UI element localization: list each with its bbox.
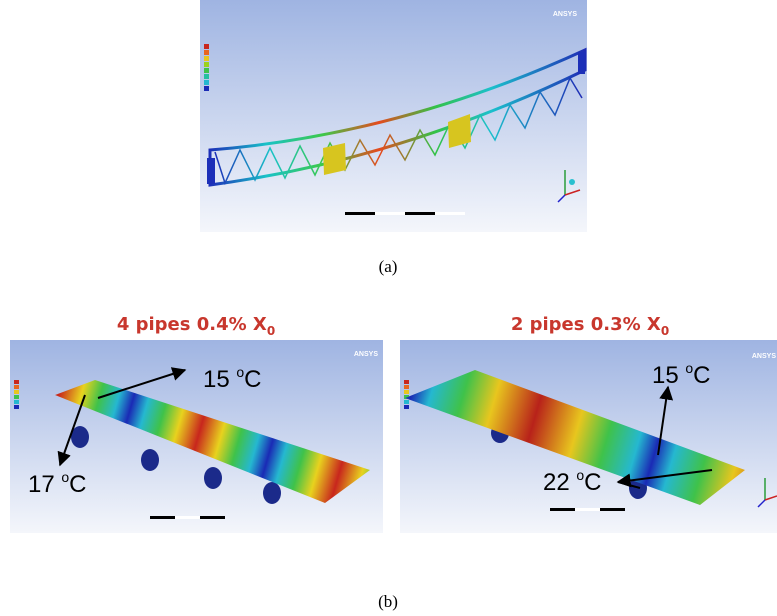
text-part: C	[69, 471, 86, 498]
figure: ANSYS (a) 4 pipes 0.4% X0 ANSYS	[0, 0, 777, 616]
text-part: 17	[28, 471, 61, 498]
temperature-label: 22 oC	[543, 467, 602, 496]
text-part: o	[236, 364, 244, 380]
support	[207, 158, 215, 184]
scale-bar	[175, 516, 200, 519]
title-text: 2 pipes 0.3% X	[511, 314, 661, 335]
panel-title: 2 pipes 0.3% X0	[511, 314, 669, 338]
logo: ANSYS	[553, 11, 577, 18]
support	[578, 52, 585, 74]
text-part: C	[584, 469, 601, 496]
title-text: 4 pipes 0.4% X	[117, 314, 267, 335]
text-part: C	[244, 366, 261, 393]
panel-b-left: ANSYS 15 oC 17 oC	[10, 340, 383, 533]
logo: ANSYS	[354, 351, 378, 358]
text-part: 15	[652, 362, 685, 389]
caption: (b)	[378, 592, 398, 611]
text-part: o	[685, 360, 693, 376]
scale-bar	[345, 212, 465, 215]
text-part: C	[693, 362, 710, 389]
title-sub: 0	[267, 324, 275, 338]
title-sub: 0	[661, 324, 669, 338]
panel-b-right: ANSYS 15 oC 22 oC	[400, 340, 777, 533]
scale-bar	[150, 516, 175, 519]
scale-bar	[550, 508, 575, 511]
text-part: o	[576, 467, 584, 483]
scale-bar	[200, 516, 225, 519]
temperature-label: 17 oC	[28, 469, 87, 498]
temperature-label: 15 oC	[203, 364, 262, 393]
text-part: 15	[203, 366, 236, 393]
screenshot-bg	[200, 0, 587, 232]
text-part: 22	[543, 469, 576, 496]
scale-bar	[575, 508, 600, 511]
scale-bar	[600, 508, 625, 511]
block	[323, 143, 346, 175]
caption: (a)	[379, 257, 398, 276]
panel-title: 4 pipes 0.4% X0	[117, 314, 275, 338]
panel-a: ANSYS	[200, 0, 587, 232]
text-part: o	[61, 469, 69, 485]
logo: ANSYS	[752, 353, 776, 360]
temperature-label: 15 oC	[652, 360, 711, 389]
